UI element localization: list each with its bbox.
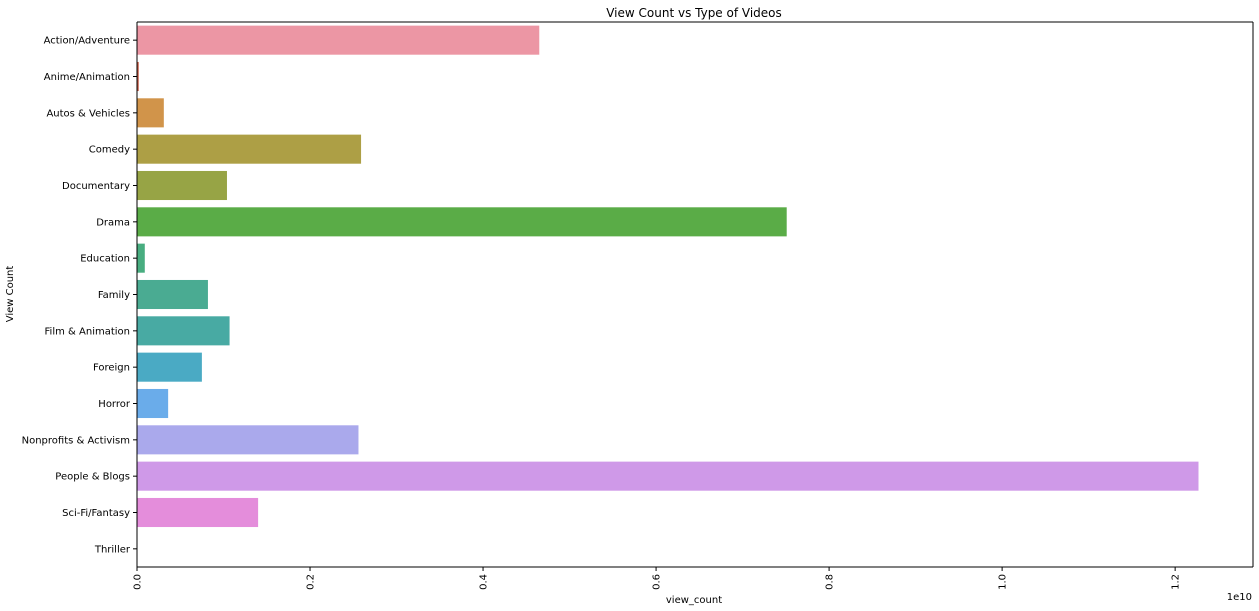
bar-4 bbox=[137, 170, 227, 201]
bar-2 bbox=[137, 98, 164, 128]
y-tick-label-11: Nonprofits & Activism bbox=[22, 435, 130, 446]
chart-title: View Count vs Type of Videos bbox=[606, 6, 782, 20]
y-tick-label-13: Sci-Fi/Fantasy bbox=[62, 508, 130, 519]
y-tick-label-12: People & Blogs bbox=[55, 472, 130, 483]
x-ticks-group: 0.0 0.2 0.4 0.6 0.8 1.0 1.2 bbox=[133, 567, 1182, 590]
y-tick-label-1: Anime/Animation bbox=[44, 72, 130, 83]
y-tick-label-14: Thriller bbox=[94, 544, 131, 555]
bar-13 bbox=[137, 497, 259, 528]
x-tick-label-6: 1.2 bbox=[1171, 574, 1182, 590]
y-tick-label-2: Autos & Vehicles bbox=[46, 108, 130, 119]
bar-6 bbox=[137, 243, 145, 273]
x-tick-label-0: 0.0 bbox=[133, 574, 144, 590]
y-ticks-group: Action/Adventure Anime/Animation Autos & V… bbox=[22, 36, 137, 555]
bar-9 bbox=[137, 352, 202, 382]
bar-3 bbox=[137, 134, 362, 164]
y-tick-label-8: Film & Animation bbox=[45, 326, 130, 337]
bar-7 bbox=[137, 279, 208, 310]
bar-11 bbox=[137, 425, 359, 455]
y-tick-label-10: Horror bbox=[98, 399, 131, 410]
x-tick-label-5: 1.0 bbox=[998, 574, 1009, 590]
bars-group bbox=[137, 25, 1199, 528]
bar-8 bbox=[137, 316, 230, 346]
y-axis-label: View Count bbox=[5, 266, 16, 323]
y-tick-label-5: Drama bbox=[96, 217, 130, 228]
y-tick-label-4: Documentary bbox=[62, 181, 130, 192]
x-tick-label-3: 0.6 bbox=[652, 574, 663, 590]
y-tick-label-0: Action/Adventure bbox=[44, 36, 130, 47]
y-tick-label-6: Education bbox=[80, 254, 130, 265]
x-axis-label: view_count bbox=[666, 595, 722, 606]
x-tick-label-1: 0.2 bbox=[306, 574, 317, 590]
bar-10 bbox=[137, 388, 169, 419]
bar-0 bbox=[137, 25, 540, 55]
bar-1 bbox=[137, 61, 139, 92]
x-tick-label-4: 0.8 bbox=[825, 574, 836, 590]
y-tick-label-3: Comedy bbox=[89, 145, 130, 156]
x-tick-label-2: 0.4 bbox=[479, 574, 490, 590]
y-tick-label-7: Family bbox=[98, 290, 130, 301]
bar-12 bbox=[137, 461, 1199, 491]
bar-5 bbox=[137, 207, 787, 237]
x-axis-offset-label: 1e10 bbox=[1227, 592, 1252, 603]
y-tick-label-9: Foreign bbox=[93, 363, 130, 374]
